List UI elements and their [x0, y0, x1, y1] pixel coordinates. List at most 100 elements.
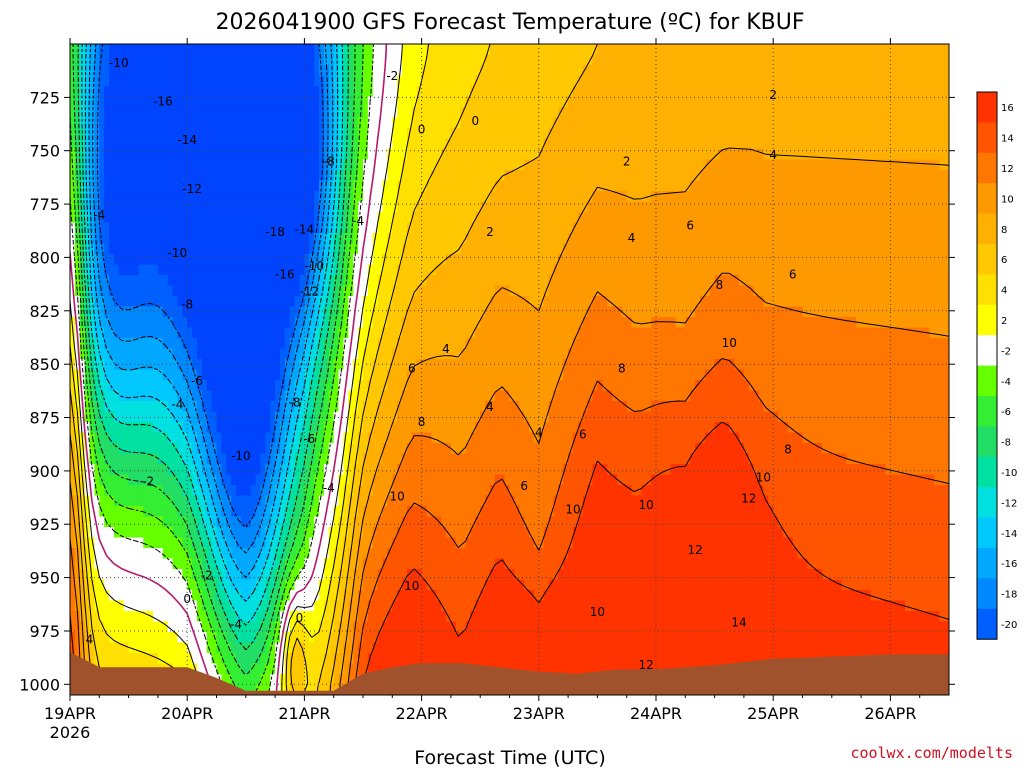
temperature-cell — [519, 96, 525, 108]
temperature-cell — [255, 107, 262, 119]
temperature-cell — [104, 170, 110, 182]
temperature-cell — [719, 222, 725, 234]
temperature-cell — [612, 128, 618, 140]
temperature-cell — [709, 54, 716, 66]
temperature-cell — [817, 86, 823, 98]
temperature-cell — [538, 117, 545, 129]
temperature-cell — [944, 54, 949, 66]
temperature-cell — [656, 128, 662, 140]
temperature-cell — [94, 75, 100, 87]
temperature-cell — [572, 107, 579, 119]
temperature-cell — [934, 212, 940, 224]
temperature-cell — [489, 317, 496, 329]
temperature-cell — [74, 117, 81, 129]
temperature-cell — [153, 138, 159, 150]
temperature-cell — [587, 128, 594, 140]
temperature-cell — [856, 128, 862, 140]
temperature-cell — [660, 212, 667, 224]
temperature-cell — [929, 285, 935, 297]
temperature-cell — [807, 243, 813, 255]
temperature-cell — [582, 243, 589, 255]
temperature-cell — [289, 180, 296, 192]
temperature-cell — [343, 275, 349, 287]
temperature-cell — [377, 306, 384, 318]
temperature-cell — [323, 138, 330, 150]
temperature-cell — [123, 254, 130, 266]
temperature-cell — [597, 264, 603, 276]
temperature-cell — [651, 128, 657, 140]
temperature-cell — [74, 243, 81, 255]
temperature-cell — [216, 138, 222, 150]
temperature-cell — [914, 275, 921, 287]
temperature-cell — [226, 317, 232, 329]
temperature-cell — [802, 107, 808, 119]
temperature-cell — [289, 128, 296, 140]
temperature-cell — [162, 285, 169, 297]
temperature-cell — [646, 233, 652, 245]
temperature-cell — [436, 128, 442, 140]
temperature-cell — [382, 159, 389, 171]
temperature-cell — [865, 180, 872, 192]
temperature-cell — [616, 107, 623, 119]
temperature-cell — [118, 117, 125, 129]
temperature-cell — [826, 296, 833, 308]
temperature-cell — [182, 96, 188, 108]
temperature-cell — [133, 107, 139, 119]
temperature-cell — [563, 264, 569, 276]
temperature-cell — [172, 149, 179, 161]
temperature-cell — [792, 285, 799, 297]
temperature-cell — [724, 327, 730, 339]
temperature-cell — [861, 222, 867, 234]
temperature-cell — [358, 86, 364, 98]
temperature-cell — [714, 306, 721, 318]
temperature-cell — [895, 44, 901, 56]
temperature-cell — [367, 285, 374, 297]
temperature-cell — [817, 317, 823, 329]
temperature-cell — [817, 233, 823, 245]
temperature-cell — [480, 44, 486, 56]
temperature-cell — [587, 233, 594, 245]
temperature-cell — [792, 254, 799, 266]
temperature-cell — [729, 138, 735, 150]
temperature-cell — [221, 327, 227, 339]
temperature-cell — [294, 233, 301, 245]
temperature-cell — [260, 107, 266, 119]
temperature-cell — [109, 107, 115, 119]
temperature-cell — [675, 138, 682, 150]
temperature-cell — [402, 65, 408, 77]
temperature-cell — [460, 191, 467, 203]
temperature-cell — [743, 222, 750, 234]
temperature-cell — [822, 254, 828, 266]
temperature-cell — [226, 212, 232, 224]
temperature-cell — [250, 86, 257, 98]
temperature-cell — [778, 212, 784, 224]
temperature-cell — [192, 254, 198, 266]
temperature-cell — [558, 317, 564, 329]
temperature-cell — [934, 306, 940, 318]
temperature-cell — [123, 75, 130, 87]
temperature-cell — [323, 170, 330, 182]
temperature-cell — [939, 233, 945, 245]
temperature-cell — [836, 317, 843, 329]
temperature-cell — [421, 159, 428, 171]
temperature-cell — [729, 117, 735, 129]
temperature-cell — [138, 254, 144, 266]
temperature-cell — [113, 201, 120, 213]
temperature-cell — [475, 327, 481, 339]
temperature-cell — [695, 254, 701, 266]
temperature-cell — [74, 96, 81, 108]
temperature-cell — [646, 285, 652, 297]
temperature-cell — [905, 159, 911, 171]
temperature-cell — [704, 233, 711, 245]
temperature-cell — [699, 65, 706, 77]
temperature-cell — [299, 222, 305, 234]
temperature-cell — [406, 180, 413, 192]
temperature-cell — [797, 86, 804, 98]
temperature-cell — [836, 149, 843, 161]
temperature-cell — [602, 275, 608, 287]
temperature-cell — [900, 275, 906, 287]
temperature-cell — [563, 327, 569, 339]
temperature-cell — [84, 75, 91, 87]
temperature-cell — [870, 117, 877, 129]
temperature-cell — [885, 254, 891, 266]
